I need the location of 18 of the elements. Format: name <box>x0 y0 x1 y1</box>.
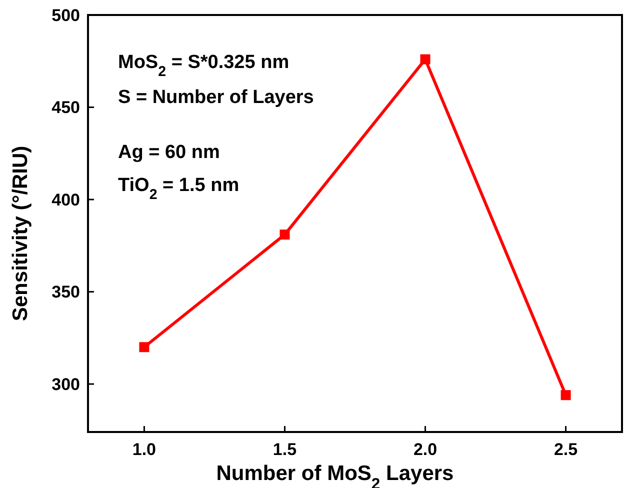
x-tick-label: 1.0 <box>132 440 156 459</box>
y-tick-label: 350 <box>52 282 80 302</box>
y-axis-title: Sensitivity (°/RIU) <box>9 146 32 322</box>
y-tick-label: 300 <box>52 374 80 394</box>
point <box>560 390 571 400</box>
y-tick-label: 450 <box>52 98 80 118</box>
point <box>420 54 430 64</box>
annotation: Ag = 60 nm <box>118 142 220 163</box>
point <box>139 342 150 352</box>
annotation: MoS$_{2}$ = S*0.325 nm <box>118 52 290 80</box>
annotation: TiO$_{2}$ = 1.5 nm <box>118 175 240 203</box>
y-tick-label: 500 <box>52 6 80 25</box>
x-tick-label: 2.5 <box>554 440 578 459</box>
y-tick-label: 400 <box>52 190 80 210</box>
x-tick-label: 2.0 <box>413 440 438 459</box>
annotation: S = Number of Layers <box>118 87 314 108</box>
x-tick-label: 1.5 <box>272 440 297 459</box>
point <box>280 230 290 240</box>
